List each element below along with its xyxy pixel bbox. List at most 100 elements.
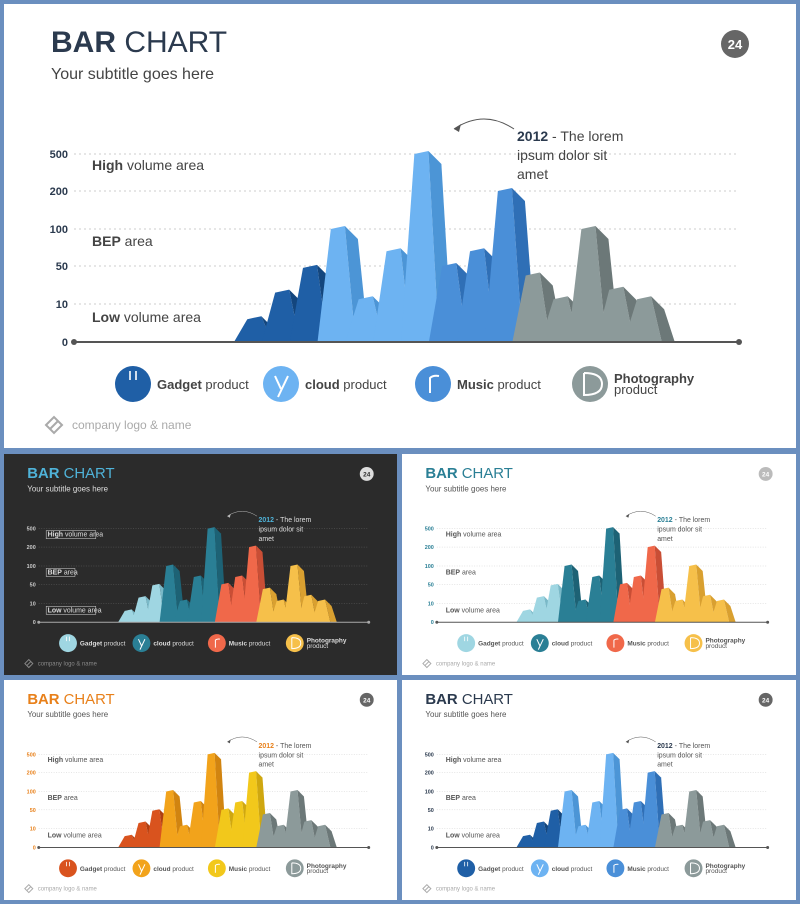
slide-canvas: BAR CHART Your subtitle goes here 24 0 10 50 1… — [4, 454, 397, 675]
area-label: High volume area — [48, 757, 104, 764]
legend-item: Music product — [415, 366, 541, 402]
legend-item: Gadget product — [59, 634, 126, 653]
company-logo: company logo & name — [24, 658, 98, 669]
page-title: BAR CHART — [27, 692, 114, 708]
bar — [530, 596, 550, 623]
bar — [599, 527, 619, 623]
legend-item: Gadget product — [457, 634, 524, 653]
bar — [641, 771, 660, 848]
y-tick-label: 100 — [27, 789, 36, 795]
bar — [544, 809, 564, 848]
camera-icon — [572, 366, 608, 402]
bar — [544, 583, 564, 623]
svg-text:24: 24 — [728, 37, 743, 52]
legend-item: Photography product — [572, 366, 695, 402]
legend-item: cloud product — [263, 366, 387, 402]
bar — [145, 583, 165, 623]
bar — [512, 272, 551, 342]
bar — [613, 582, 633, 623]
y-tick-label: 500 — [27, 527, 36, 533]
y-tick-label: 0 — [431, 620, 434, 626]
area-label: BEP area — [92, 233, 153, 249]
page-title: BAR CHART — [51, 26, 227, 59]
svg-text:24: 24 — [363, 471, 371, 478]
legend-label: Gadget product — [478, 641, 524, 648]
legend-label: cloud product — [305, 377, 387, 392]
bar — [516, 609, 536, 623]
legend-label: Gadget product — [80, 641, 126, 648]
bar-side — [723, 599, 736, 623]
page-number-badge: 24 — [758, 466, 773, 481]
bar — [585, 575, 605, 623]
y-tick-label: 200 — [27, 771, 36, 777]
bar — [710, 824, 730, 848]
company-logo: company logo & name — [422, 658, 496, 669]
bar — [173, 824, 193, 848]
bar — [623, 296, 662, 342]
legend-label: Gadget product — [478, 866, 524, 873]
legend-item: Gadget product — [59, 859, 126, 878]
bar — [585, 801, 605, 848]
slide-teal-variant: BAR CHART Your subtitle goes here 24 0 10 50 1… — [402, 454, 796, 675]
bar — [345, 296, 384, 342]
logo-text: company logo & name — [436, 662, 496, 668]
bar — [187, 801, 207, 848]
page-number-badge: 24 — [359, 466, 374, 481]
bar — [710, 599, 730, 623]
legend-label: cloud product — [552, 641, 593, 648]
legend-label: Gadget product — [157, 377, 249, 392]
bar — [214, 582, 234, 623]
page-subtitle: Your subtitle goes here — [27, 710, 108, 719]
y-tick-label: 0 — [431, 845, 434, 851]
power-icon — [59, 859, 77, 878]
legend-item: Music product — [207, 859, 271, 878]
bar — [571, 824, 591, 848]
legend-label: Photography product — [307, 863, 347, 875]
bar — [516, 834, 536, 848]
area-label: High volume area — [446, 532, 502, 539]
y-tick-label: 0 — [62, 337, 68, 349]
legend-item: Photography product — [285, 859, 347, 878]
area-label: High volume area — [48, 532, 104, 539]
bar — [242, 771, 262, 848]
y-tick-label: 10 — [428, 827, 434, 833]
svg-text:24: 24 — [762, 471, 770, 478]
bar — [311, 599, 331, 623]
page-subtitle: Your subtitle goes here — [425, 484, 507, 493]
page-number-badge: 24 — [359, 692, 374, 707]
logo-text: company logo & name — [38, 887, 98, 893]
bar — [428, 263, 467, 342]
music-icon — [207, 859, 226, 878]
power-icon — [457, 859, 476, 878]
y-tick-label: 200 — [50, 186, 68, 198]
y-tick-label: 50 — [56, 261, 68, 273]
power-icon — [457, 634, 476, 653]
bar — [173, 599, 193, 623]
bar — [641, 545, 660, 623]
bar — [317, 226, 356, 342]
camera-icon — [684, 859, 703, 878]
bar — [654, 813, 674, 848]
bar — [228, 575, 248, 623]
cloud-icon — [263, 366, 299, 402]
bar — [118, 609, 137, 623]
annotation-text: 2012 - The lorem ipsum dolor sit amet — [259, 517, 312, 543]
music-icon — [415, 366, 451, 402]
area-label: Low volume area — [92, 309, 201, 325]
legend-item: Gadget product — [115, 366, 249, 402]
bar — [261, 289, 300, 342]
music-icon — [606, 634, 625, 653]
bar — [668, 824, 688, 848]
legend-label: Music product — [627, 866, 669, 873]
company-logo: company logo & name — [24, 883, 98, 894]
y-tick-label: 50 — [30, 808, 36, 814]
legend-label: Music product — [229, 866, 271, 873]
bar-side — [723, 824, 736, 848]
y-tick-label: 100 — [27, 564, 36, 570]
legend-item: cloud product — [132, 634, 194, 653]
legend-item: Photography product — [684, 859, 746, 878]
bar — [627, 575, 647, 623]
bar — [627, 801, 647, 848]
camera-icon — [285, 859, 304, 878]
camera-icon — [285, 634, 304, 653]
